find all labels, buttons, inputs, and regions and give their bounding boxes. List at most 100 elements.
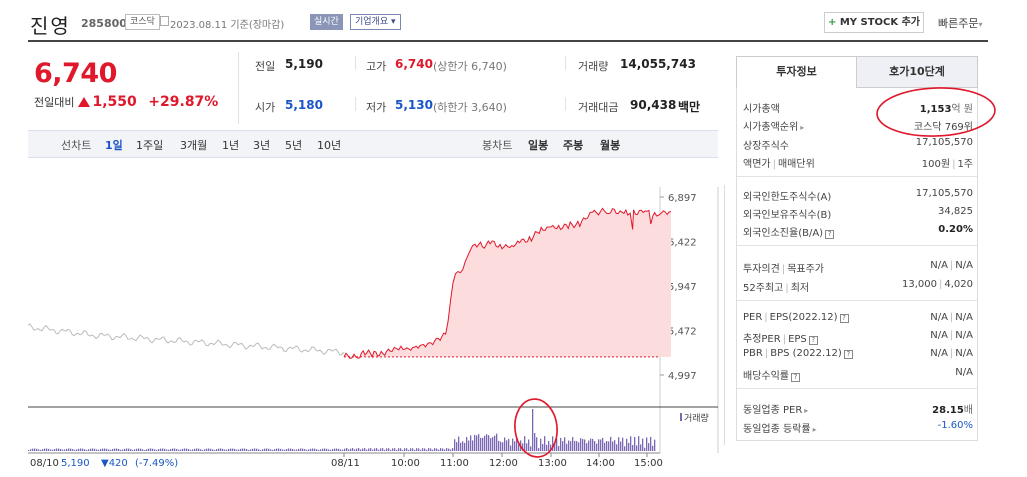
tab-1y[interactable]: 1년	[222, 139, 240, 152]
volume-bar	[304, 449, 306, 451]
volume-bar	[302, 448, 304, 451]
volume-bar	[492, 437, 494, 451]
price-chart[interactable]: 6,897 6,422 5,947 5,472 4,997 거래량 08/11 10:00…	[28, 185, 728, 470]
volume-bar	[38, 449, 40, 451]
volume-bar	[340, 449, 342, 451]
volume-bar	[160, 448, 162, 451]
help-icon[interactable]: ?	[791, 373, 800, 382]
volume-bar	[598, 439, 600, 451]
volume-bar	[484, 435, 486, 451]
volume-bar	[538, 448, 540, 451]
chevron-down-icon: ▾	[978, 20, 983, 29]
bps-label: BPS (2022.12)	[770, 348, 842, 359]
volume-bar	[476, 435, 478, 451]
volume-bar	[268, 448, 270, 451]
volume-bar	[112, 448, 114, 451]
volume-bar	[574, 440, 576, 451]
tab-orderbook[interactable]: 호가10단계	[857, 56, 978, 88]
volume-bar	[306, 449, 308, 451]
change-pct: +29.87%	[148, 94, 219, 110]
volume-bar	[636, 445, 638, 451]
add-mystock-button[interactable]: + MY STOCK 추가	[824, 12, 924, 33]
tab-1w[interactable]: 1주일	[136, 139, 164, 152]
volume-bar	[40, 449, 42, 451]
realtime-button[interactable]: 실시간	[310, 14, 343, 30]
volume-bar	[544, 436, 546, 451]
volume-bar	[46, 448, 48, 451]
volume-bar	[422, 448, 424, 451]
dividend-value: N/A	[955, 367, 973, 378]
volume-legend-swatch	[680, 413, 682, 421]
volume-bar	[358, 448, 360, 451]
volume-bar	[190, 449, 192, 451]
volume-bar	[208, 448, 210, 451]
volume-bar	[274, 449, 276, 451]
price-area	[344, 208, 671, 359]
help-icon[interactable]: ?	[825, 230, 835, 239]
volume-bar	[280, 448, 282, 451]
volume-bar	[326, 448, 328, 451]
volume-bar	[70, 448, 72, 451]
invest-info-panel: 시가총액 1,153억 원 시가총액순위 ▸ 코스닥 769위 상장주식수 17,105…	[736, 88, 978, 441]
volume-bar	[558, 445, 560, 451]
y-tick-label: 5,947	[668, 282, 697, 293]
shares-value: 17,105,570	[915, 137, 973, 148]
volume-bar	[90, 448, 92, 451]
volume-bar	[122, 449, 124, 451]
market-cap-rank-row[interactable]: 시가총액순위 ▸ 코스닥 769위	[743, 116, 973, 134]
foreign-hold-row: 외국인보유주식수(B) 34,825	[743, 204, 973, 222]
volume-bar	[444, 449, 446, 451]
volume-bar	[200, 449, 202, 451]
volume-bar	[650, 436, 652, 451]
invest-tabs: 투자정보 호가10단계	[736, 56, 978, 88]
quick-order-button[interactable]: 빠른주문▾	[938, 15, 983, 31]
volume-bar	[212, 449, 214, 451]
volume-bar	[506, 440, 508, 451]
tab-10y[interactable]: 10년	[317, 139, 342, 152]
volume-bar	[420, 449, 422, 451]
volume-bar	[536, 437, 538, 451]
volume-bar	[58, 448, 60, 451]
volume-bar	[110, 449, 112, 451]
volume-bar	[204, 449, 206, 451]
tab-5y[interactable]: 5년	[285, 139, 303, 152]
sector-per-row[interactable]: 동일업종 PER ▸ 28.15배	[743, 399, 973, 417]
volume-bar	[410, 448, 412, 451]
tab-3y[interactable]: 3년	[253, 139, 271, 152]
help-icon[interactable]: ?	[839, 314, 849, 323]
company-info-button[interactable]: 기업개요 ▾	[350, 14, 401, 30]
prev-day-line	[28, 323, 345, 356]
volume-bar	[330, 449, 332, 451]
sector-change-value: -1.60%	[937, 420, 973, 431]
tab-weekly[interactable]: 주봉	[563, 139, 584, 152]
chevron-right-icon: ▸	[804, 406, 809, 415]
sector-change-row[interactable]: 동일업종 등락률 ▸ -1.60%	[743, 418, 973, 436]
help-icon[interactable]: ?	[808, 336, 818, 345]
tab-invest-info[interactable]: 투자정보	[736, 56, 857, 88]
volume-bar	[646, 437, 648, 451]
volume-bar	[62, 449, 64, 451]
volume-bar	[206, 448, 208, 451]
volume-bar	[494, 435, 496, 451]
tab-monthly[interactable]: 월봉	[600, 139, 621, 152]
sector-change-label: 동일업종 등락률	[743, 424, 811, 435]
tab-1d[interactable]: 1일	[105, 139, 123, 152]
volume-bar	[368, 448, 370, 451]
volume-bar	[198, 448, 200, 451]
prev-day-change: ▼420	[101, 458, 128, 469]
volume-bar	[528, 439, 530, 451]
amount-unit: 백만	[678, 100, 701, 114]
volume-label: 거래량	[578, 60, 609, 73]
tab-daily[interactable]: 일봉	[528, 139, 549, 152]
volume-bar	[632, 444, 634, 451]
tab-3m[interactable]: 3개월	[180, 139, 208, 152]
volume-bar	[564, 437, 566, 451]
volume-bar	[136, 448, 138, 451]
volume-bar	[442, 448, 444, 451]
y-tick-label: 4,997	[668, 371, 697, 382]
opinion-value: N/A	[930, 260, 948, 271]
chevron-down-icon: ▾	[391, 17, 396, 27]
quote-divider	[355, 97, 356, 111]
volume-bar	[88, 449, 90, 451]
help-icon[interactable]: ?	[843, 350, 853, 359]
